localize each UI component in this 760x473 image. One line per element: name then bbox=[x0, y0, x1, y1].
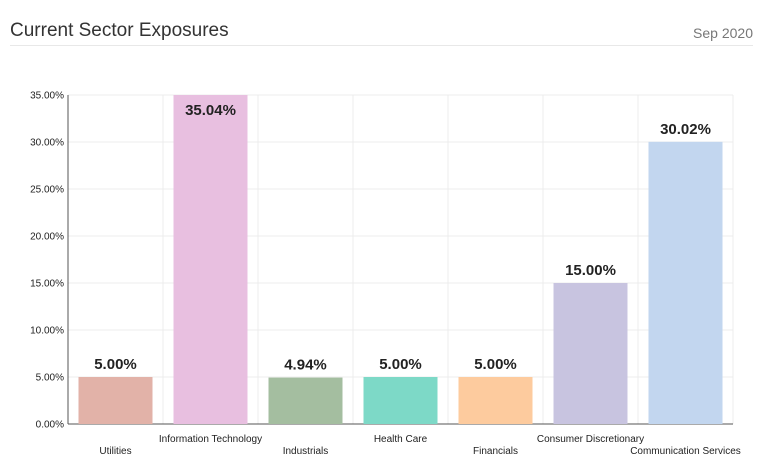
chart-title: Current Sector Exposures bbox=[10, 20, 229, 41]
axes bbox=[67, 95, 733, 425]
bar-information-technology bbox=[173, 95, 248, 424]
data-label: 35.04% bbox=[185, 102, 236, 119]
x-category-label: Communication Services bbox=[630, 446, 741, 457]
as-of-date: Sep 2020 bbox=[693, 25, 753, 41]
data-label: 5.00% bbox=[94, 356, 137, 373]
y-tick-label: 15.00% bbox=[30, 279, 64, 290]
bar-industrials bbox=[268, 377, 343, 424]
y-tick-label: 20.00% bbox=[30, 232, 64, 243]
bars bbox=[78, 95, 723, 424]
data-label: 5.00% bbox=[379, 356, 422, 373]
y-axis-tick-labels: 0.00% 5.00% 10.00% 15.00% 20.00% 25.00% 30.00%… bbox=[30, 91, 64, 431]
x-category-label: Consumer Discretionary bbox=[537, 434, 644, 445]
bar-consumer-discretionary bbox=[553, 283, 628, 424]
x-category-label: Financials bbox=[473, 446, 518, 457]
data-label: 15.00% bbox=[565, 262, 616, 279]
data-labels: 5.00% 35.04% 4.94% 5.00% 5.00% 15.00% 30.02% bbox=[94, 102, 711, 374]
grid-lines bbox=[67, 94, 734, 425]
x-category-label: Health Care bbox=[374, 434, 428, 445]
data-label: 30.02% bbox=[660, 121, 711, 138]
y-tick-label: 30.00% bbox=[30, 138, 64, 149]
y-tick-label: 5.00% bbox=[36, 373, 64, 384]
bar-communication-services bbox=[648, 141, 723, 424]
y-tick-label: 25.00% bbox=[30, 185, 64, 196]
x-category-label: Industrials bbox=[283, 446, 329, 457]
bar-utilities bbox=[78, 377, 153, 424]
y-tick-label: 0.00% bbox=[36, 420, 64, 431]
y-tick-label: 10.00% bbox=[30, 326, 64, 337]
x-category-label: Utilities bbox=[99, 446, 131, 457]
x-category-label: Information Technology bbox=[159, 434, 262, 445]
bar-health-care bbox=[363, 377, 438, 424]
y-tick-label: 35.00% bbox=[30, 91, 64, 102]
x-axis-category-labels: Utilities Information Technology Industria… bbox=[99, 434, 740, 457]
chart-header: Current Sector Exposures Sep 2020 bbox=[10, 0, 753, 46]
data-label: 4.94% bbox=[284, 357, 327, 374]
bar-financials bbox=[458, 377, 533, 424]
data-label: 5.00% bbox=[474, 356, 517, 373]
